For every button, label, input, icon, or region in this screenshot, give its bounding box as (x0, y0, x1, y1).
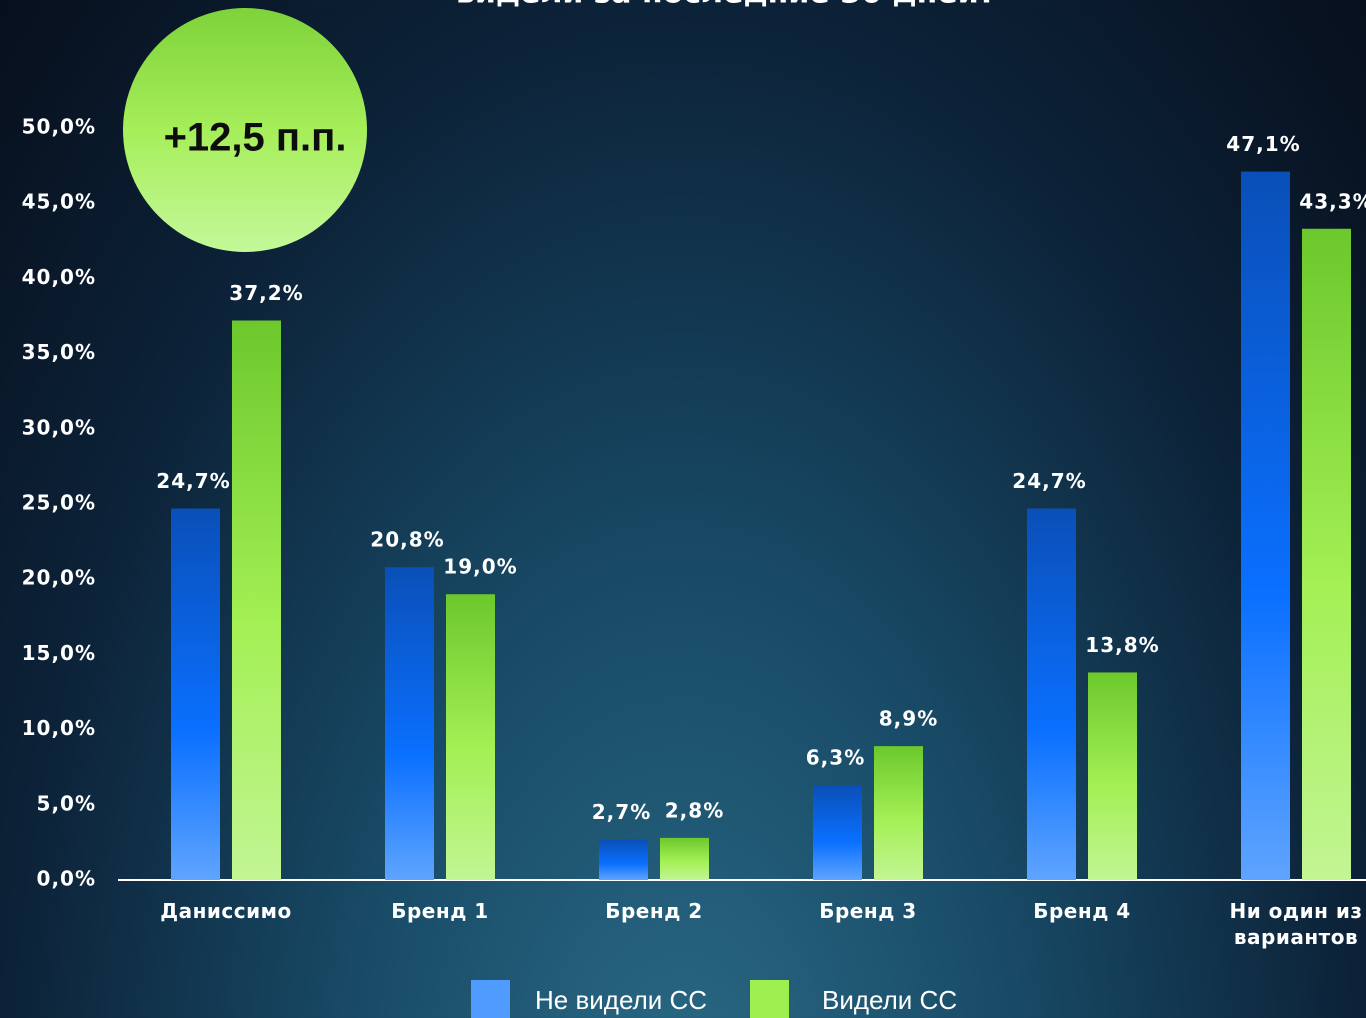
x-tick-label: Бренд 4 (1033, 899, 1131, 923)
bar (1241, 171, 1290, 881)
bar (1088, 672, 1137, 880)
value-label: 43,3% (1299, 189, 1366, 213)
y-tick-label: 25,0% (22, 491, 96, 515)
bar (1302, 228, 1351, 880)
y-tick-label: 10,0% (22, 716, 96, 740)
x-tick-label: Бренд 2 (605, 899, 703, 923)
bar (385, 567, 434, 880)
y-tick-label: 30,0% (22, 415, 96, 439)
y-tick-label: 40,0% (22, 265, 96, 289)
value-label: 47,1% (1226, 132, 1300, 156)
value-label: 2,7% (592, 800, 651, 824)
y-tick-label: 45,0% (22, 190, 96, 214)
value-label: 19,0% (443, 555, 517, 579)
y-tick-label: 0,0% (37, 867, 96, 891)
x-tick-label: Бренд 3 (819, 899, 917, 923)
value-label: 20,8% (370, 528, 444, 552)
y-tick-label: 15,0% (22, 641, 96, 665)
value-label: 37,2% (229, 281, 303, 305)
value-label: 2,8% (665, 798, 724, 822)
bar (599, 839, 648, 880)
legend-label: Видели СС (822, 985, 957, 1015)
legend-swatch (750, 980, 789, 1018)
chart-title: видели за последние 30 дней? (456, 0, 996, 11)
legend-swatch (471, 980, 510, 1018)
bar (171, 508, 220, 880)
y-tick-label: 20,0% (22, 566, 96, 590)
annotation-circle (123, 8, 367, 252)
value-label: 13,8% (1085, 633, 1159, 657)
y-tick-label: 50,0% (22, 115, 96, 139)
y-tick-label: 5,0% (37, 791, 96, 815)
bar (874, 746, 923, 880)
value-label: 8,9% (879, 707, 938, 731)
bar (232, 320, 281, 881)
bar (813, 785, 862, 880)
value-label: 24,7% (1012, 469, 1086, 493)
bar (660, 837, 709, 880)
y-tick-label: 35,0% (22, 340, 96, 364)
x-tick-label: Бренд 1 (391, 899, 489, 923)
legend-label: Не видели СС (535, 985, 707, 1015)
value-label: 24,7% (156, 469, 230, 493)
value-label: 6,3% (806, 746, 865, 770)
bar (446, 594, 495, 880)
x-tick-label: Даниссимо (160, 899, 292, 923)
annotation: +12,5 п.п. (164, 116, 347, 160)
bar (1027, 508, 1076, 880)
x-tick-label: Ни один из вариантов (1229, 899, 1363, 949)
